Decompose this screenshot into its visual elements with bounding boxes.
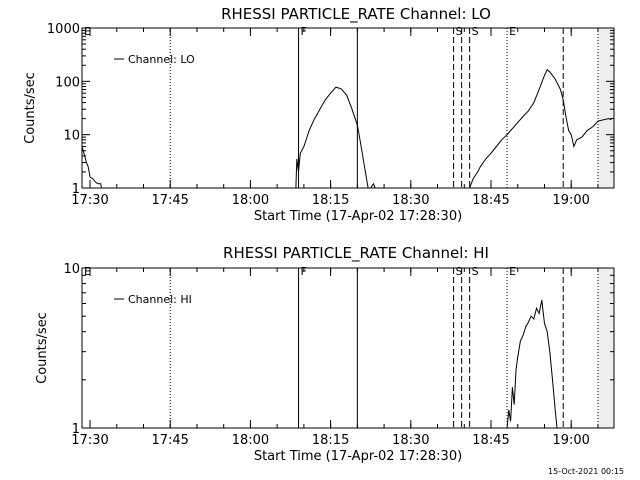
y-tick-label: 1 bbox=[72, 182, 80, 197]
chart-panel-hi: RHESSI PARTICLE_RATE Channel: HI Start Ti… bbox=[35, 244, 615, 464]
legend-entry: Channel: HI bbox=[128, 293, 192, 306]
event-marker-label: E bbox=[84, 265, 91, 278]
x-axis-label: Start Time (17-Apr-02 17:28:30) bbox=[254, 209, 462, 224]
event-marker-label: E bbox=[84, 25, 91, 38]
series-line bbox=[370, 182, 376, 188]
event-marker-label: S bbox=[472, 265, 479, 278]
event-marker-label: E bbox=[509, 265, 516, 278]
x-axis-label: Start Time (17-Apr-02 17:28:30) bbox=[254, 449, 462, 464]
event-marker-label: S bbox=[456, 25, 463, 38]
x-tick-label: 18:30 bbox=[392, 193, 429, 208]
x-tick-label: 18:15 bbox=[312, 433, 349, 448]
y-tick-label: 100 bbox=[55, 75, 80, 90]
event-marker-label: E bbox=[509, 25, 516, 38]
series-line bbox=[295, 86, 369, 188]
x-tick-label: 18:45 bbox=[472, 433, 509, 448]
y-axis-label: Counts/sec bbox=[35, 312, 50, 384]
footer-timestamp: 15-Oct-2021 00:15 bbox=[548, 467, 624, 476]
x-tick-label: 17:45 bbox=[151, 433, 188, 448]
y-axis-label: Counts/sec bbox=[23, 72, 38, 144]
y-tick-label: 10 bbox=[63, 129, 80, 144]
x-tick-label: 19:00 bbox=[552, 433, 589, 448]
y-tick-label: 10 bbox=[63, 262, 80, 277]
x-tick-label: 18:45 bbox=[472, 193, 509, 208]
event-marker-label: F bbox=[301, 265, 307, 278]
plot-frame bbox=[81, 27, 615, 189]
chart-panel-lo: RHESSI PARTICLE_RATE Channel: LO Start Ti… bbox=[23, 5, 615, 224]
legend-entry: Channel: LO bbox=[128, 53, 195, 66]
y-tick-label: 1 bbox=[72, 422, 80, 437]
x-tick-label: 17:30 bbox=[71, 433, 108, 448]
x-tick-label: 17:45 bbox=[151, 193, 188, 208]
x-tick-label: 17:30 bbox=[71, 193, 108, 208]
plot-frame bbox=[81, 267, 615, 429]
series-line bbox=[506, 300, 558, 428]
x-tick-label: 18:15 bbox=[312, 193, 349, 208]
x-tick-label: 18:00 bbox=[232, 193, 269, 208]
series-line bbox=[82, 146, 103, 188]
x-tick-label: 18:30 bbox=[392, 433, 429, 448]
y-tick-label: 1000 bbox=[47, 22, 80, 37]
chart-title: RHESSI PARTICLE_RATE Channel: LO bbox=[221, 5, 491, 24]
chart-title: RHESSI PARTICLE_RATE Channel: HI bbox=[223, 244, 489, 263]
series-line bbox=[469, 68, 612, 188]
x-tick-label: 19:00 bbox=[552, 193, 589, 208]
shaded-region bbox=[597, 268, 614, 428]
event-marker-label: S bbox=[472, 25, 479, 38]
event-marker-label: F bbox=[301, 25, 307, 38]
event-marker-label: S bbox=[456, 265, 463, 278]
x-tick-label: 18:00 bbox=[232, 433, 269, 448]
shaded-region bbox=[597, 28, 614, 188]
